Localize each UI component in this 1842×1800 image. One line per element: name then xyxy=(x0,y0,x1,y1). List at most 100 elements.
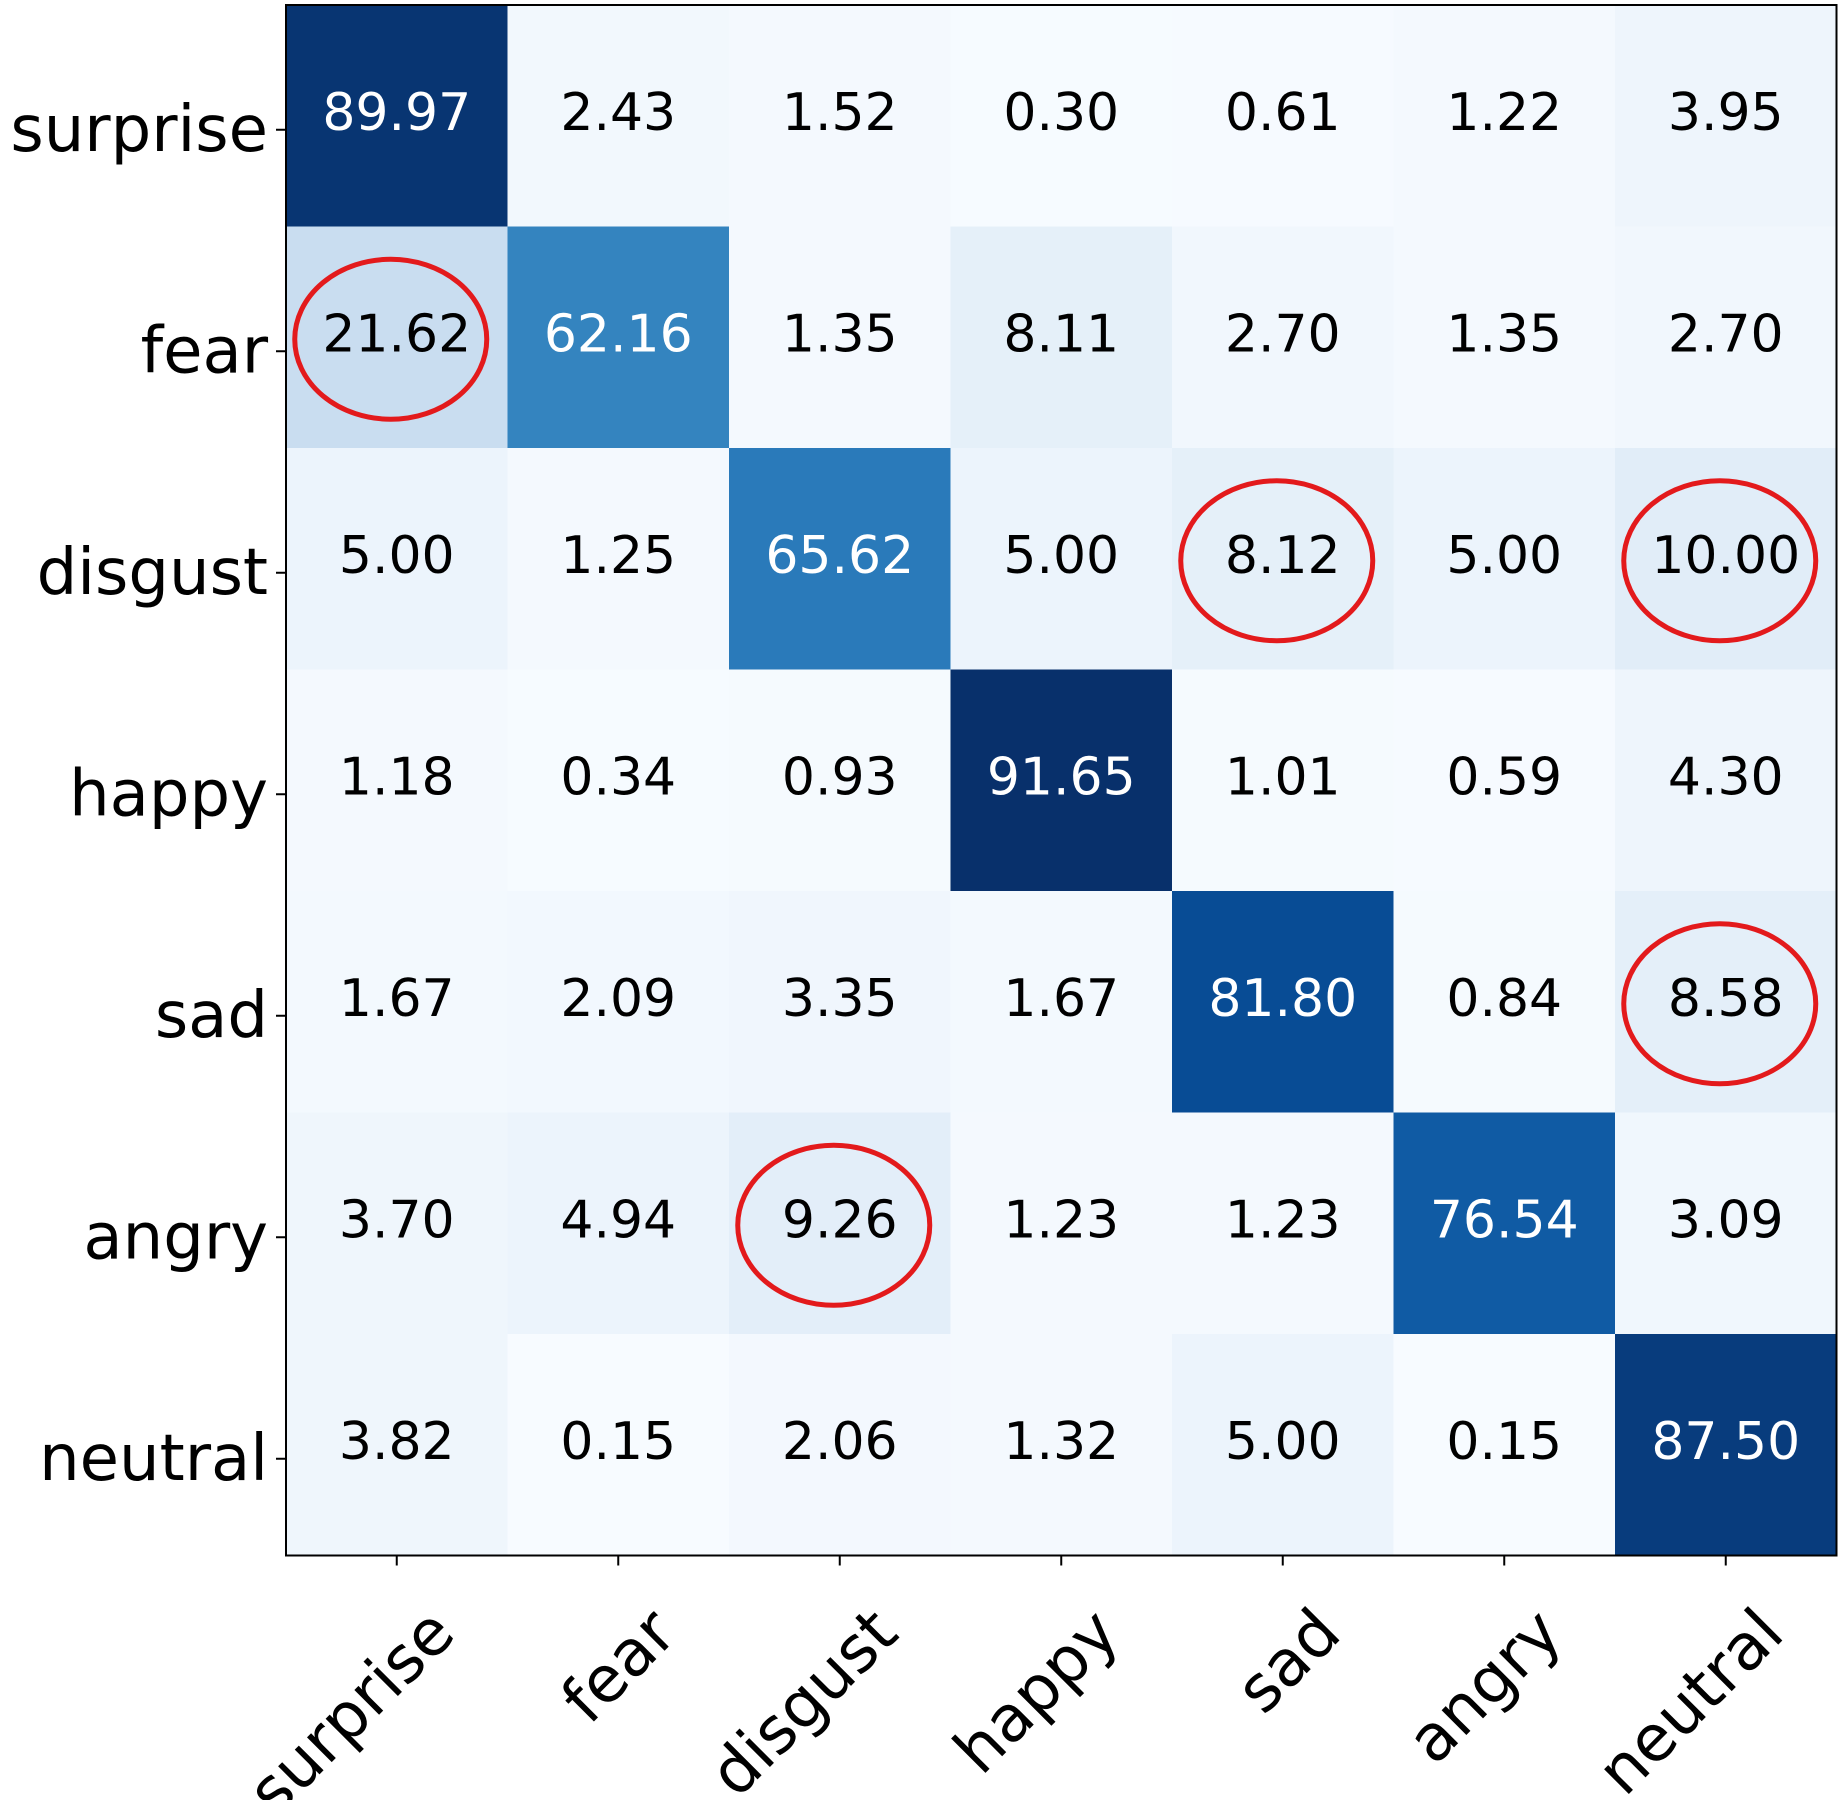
heatmap-cell xyxy=(729,448,952,671)
heatmap-cell xyxy=(1393,1334,1616,1557)
heatmap-cell xyxy=(1172,1112,1395,1335)
heatmap-cell xyxy=(1393,669,1616,892)
highlight-ring xyxy=(1178,478,1376,644)
cell-value-label: 10.00 xyxy=(1651,526,1800,586)
cell-value-label: 1.35 xyxy=(1446,304,1562,364)
cell-value-label: 89.97 xyxy=(322,83,471,143)
heatmap-cell xyxy=(286,669,509,892)
heatmap-cell xyxy=(729,1112,952,1335)
highlight-ring xyxy=(1621,921,1819,1087)
y-tick-label: disgust xyxy=(37,536,268,610)
cell-value-label: 0.59 xyxy=(1446,747,1562,807)
cell-value-label: 2.70 xyxy=(1668,304,1784,364)
cell-value-label: 3.95 xyxy=(1668,83,1784,143)
heatmap-cell xyxy=(507,669,730,892)
cell-value-label: 2.09 xyxy=(560,969,676,1029)
heatmap-cell xyxy=(950,448,1173,671)
cell-value-label: 3.09 xyxy=(1668,1190,1784,1250)
cell-value-label: 1.52 xyxy=(782,83,898,143)
heatmap-cell xyxy=(1172,448,1395,671)
x-tick-label: happy xyxy=(940,1595,1133,1788)
cell-value-label: 1.67 xyxy=(1003,969,1119,1029)
heatmap-cell xyxy=(1172,669,1395,892)
y-tick-label: sad xyxy=(155,979,268,1053)
cell-value-label: 1.67 xyxy=(339,969,455,1029)
cell-value-label: 1.01 xyxy=(1225,747,1341,807)
heatmap-cell xyxy=(1393,5,1616,228)
heatmap-cell xyxy=(507,1112,730,1335)
cell-value-label: 0.34 xyxy=(560,747,676,807)
heatmap-cell xyxy=(1615,669,1838,892)
heatmap-cell xyxy=(729,891,952,1114)
heatmap-cell xyxy=(1615,448,1838,671)
heatmap-cell xyxy=(1172,891,1395,1114)
heatmap-cell xyxy=(1172,1334,1395,1557)
cell-value-label: 65.62 xyxy=(765,526,914,586)
cell-value-label: 2.43 xyxy=(560,83,676,143)
x-tick-label: surprise xyxy=(234,1595,469,1800)
heatmap-cell xyxy=(729,226,952,449)
y-tick-label: fear xyxy=(141,314,269,388)
heatmap-cell xyxy=(507,1334,730,1557)
cell-value-label: 0.84 xyxy=(1446,969,1562,1029)
cell-value-label: 1.18 xyxy=(339,747,455,807)
x-tick-label: sad xyxy=(1223,1595,1355,1727)
heatmap-cell xyxy=(729,1334,952,1557)
heatmap-cell xyxy=(507,448,730,671)
cell-value-label: 0.93 xyxy=(782,747,898,807)
cell-value-label: 8.11 xyxy=(1003,304,1119,364)
heatmap-cell xyxy=(286,448,509,671)
heatmap-cell xyxy=(286,1334,509,1557)
x-tick-label: disgust xyxy=(696,1595,912,1800)
highlight-ring xyxy=(735,1142,933,1308)
cell-value-label: 0.30 xyxy=(1003,83,1119,143)
heatmap-cell xyxy=(1615,1334,1838,1557)
highlight-ring xyxy=(292,256,490,422)
heatmap-cell xyxy=(1172,226,1395,449)
heatmap-cell xyxy=(1393,891,1616,1114)
heatmap-cell xyxy=(950,669,1173,892)
cell-value-label: 5.00 xyxy=(1225,1412,1341,1472)
highlight-rings xyxy=(292,256,1819,1308)
x-tick-label: fear xyxy=(548,1595,691,1738)
cell-value-label: 9.26 xyxy=(782,1190,898,1250)
heatmap-cell xyxy=(950,891,1173,1114)
heatmap-cell xyxy=(286,1112,509,1335)
heatmap-cell xyxy=(1172,5,1395,228)
heatmap-cell xyxy=(1615,1112,1838,1335)
heatmap-cell xyxy=(286,891,509,1114)
cell-value-label: 8.12 xyxy=(1225,526,1341,586)
cell-value-labels: 89.97 2.43 1.52 0.30 0.61 1.22 3.95 21.62 62.16 1… xyxy=(322,83,1800,1472)
cell-value-label: 1.23 xyxy=(1225,1190,1341,1250)
cell-value-label: 4.94 xyxy=(560,1190,676,1250)
cell-value-label: 91.65 xyxy=(987,747,1136,807)
cell-value-label: 0.61 xyxy=(1225,83,1341,143)
heatmap-cell xyxy=(1393,1112,1616,1335)
heatmap-cell xyxy=(1615,226,1838,449)
cell-value-label: 2.70 xyxy=(1225,304,1341,364)
cell-value-label: 1.22 xyxy=(1446,83,1562,143)
heatmap-cell xyxy=(1393,226,1616,449)
heatmap-cells xyxy=(286,5,1838,1557)
cell-value-label: 1.23 xyxy=(1003,1190,1119,1250)
heatmap-cell xyxy=(1393,448,1616,671)
cell-value-label: 62.16 xyxy=(544,304,693,364)
cell-value-label: 1.32 xyxy=(1003,1412,1119,1472)
heatmap-cell xyxy=(286,226,509,449)
heatmap-cell xyxy=(286,5,509,228)
cell-value-label: 5.00 xyxy=(1003,526,1119,586)
cell-value-label: 4.30 xyxy=(1668,747,1784,807)
cell-value-label: 76.54 xyxy=(1430,1190,1579,1250)
y-tick-label: surprise xyxy=(10,93,268,167)
cell-value-label: 21.62 xyxy=(322,304,471,364)
heatmap-cell xyxy=(950,226,1173,449)
cell-value-label: 3.35 xyxy=(782,969,898,1029)
y-axis: surprise fear disgust happy sad angry neutral xyxy=(10,93,286,1496)
cell-value-label: 5.00 xyxy=(1446,526,1562,586)
y-tick-label: angry xyxy=(83,1200,268,1274)
highlight-ring xyxy=(1621,478,1819,644)
y-tick-label: happy xyxy=(69,757,268,831)
x-axis: surprise fear disgust happy sad angry neutral xyxy=(234,1555,1798,1800)
x-tick-label: neutral xyxy=(1584,1595,1798,1800)
heatmap-cell xyxy=(729,669,952,892)
